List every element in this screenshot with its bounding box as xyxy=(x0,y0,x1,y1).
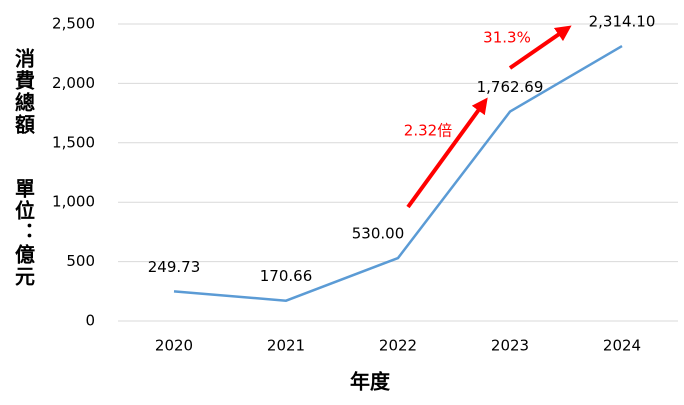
annotation-arrow xyxy=(508,25,572,70)
x-axis-label: 年度 xyxy=(350,370,391,394)
y-tick-label: 1,000 xyxy=(52,193,95,211)
data-label: 249.73 xyxy=(148,258,201,276)
x-tick-label: 2024 xyxy=(603,337,641,355)
y-tick-label: 500 xyxy=(66,252,95,270)
line xyxy=(173,45,623,302)
annotation-arrow xyxy=(406,97,488,209)
data-label: 170.66 xyxy=(260,267,313,285)
y-axis-label: 消費總額 xyxy=(12,47,36,136)
annotation: 31.3% xyxy=(483,29,531,47)
y-tick-label: 1,500 xyxy=(52,133,95,151)
y-tick-label: 0 xyxy=(85,312,95,330)
x-tick-label: 2023 xyxy=(491,337,529,355)
x-tick-label: 2022 xyxy=(379,337,417,355)
annotation: 2.32倍 xyxy=(404,122,452,140)
y-tick-label: 2,500 xyxy=(52,15,95,33)
x-tick-label: 2021 xyxy=(267,337,305,355)
y-tick-label: 2,000 xyxy=(52,74,95,92)
y-axis-unit: 單位：億元 xyxy=(12,178,36,288)
data-label: 530.00 xyxy=(352,225,405,243)
data-label: 1,762.69 xyxy=(477,78,544,96)
data-label: 2,314.10 xyxy=(589,13,656,31)
x-tick-label: 2020 xyxy=(155,337,193,355)
